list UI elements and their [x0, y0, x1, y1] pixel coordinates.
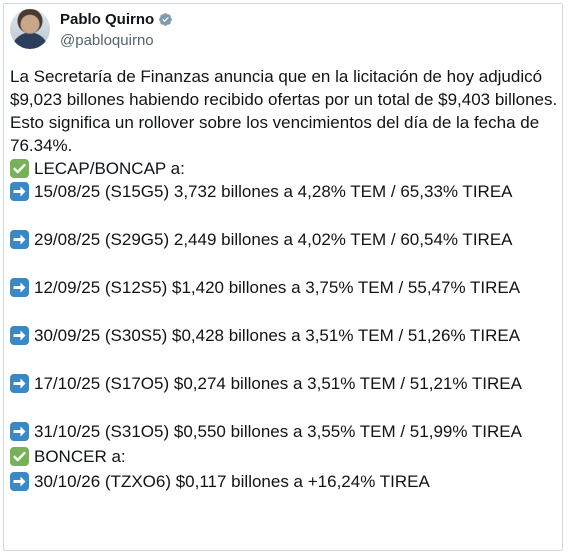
- list-item-text: 31/10/25 (S31O5) $0,550 billones a 3,55%…: [34, 422, 522, 441]
- right-arrow-icon: [10, 422, 29, 441]
- list-item: 29/08/25 (S29G5) 2,449 billones a 4,02% …: [10, 228, 558, 251]
- tweet-rollover: Esto significa un rollover sobre los ven…: [10, 113, 540, 155]
- list-item-text: 12/09/25 (S12S5) $1,420 billones a 3,75%…: [34, 278, 521, 297]
- list-item-text: 30/10/26 (TZXO6) $0,117 billones a +16,2…: [34, 472, 430, 491]
- list-item-text: 30/09/25 (S30S5) $0,428 billones a 3,51%…: [34, 326, 521, 345]
- right-arrow-icon: [10, 182, 29, 201]
- list-item: 15/08/25 (S15G5) 3,732 billones a 4,28% …: [10, 180, 558, 203]
- list-item: 31/10/25 (S31O5) $0,550 billones a 3,55%…: [10, 420, 558, 443]
- tweet-card: Pablo Quirno @pabloquirno La Secretaría …: [3, 3, 563, 551]
- avatar[interactable]: [10, 9, 50, 49]
- right-arrow-icon: [10, 374, 29, 393]
- lecap-header-label: LECAP/BONCAP a:: [34, 159, 185, 178]
- boncer-header: BONCER a:: [10, 445, 558, 468]
- check-mark-icon: [10, 447, 29, 466]
- list-item-text: 29/08/25 (S29G5) 2,449 billones a 4,02% …: [34, 230, 513, 249]
- tweet-intro: La Secretaría de Finanzas anuncia que en…: [10, 67, 558, 109]
- lecap-header: LECAP/BONCAP a:: [10, 157, 558, 180]
- tweet-text: La Secretaría de Finanzas anuncia que en…: [10, 65, 558, 493]
- list-item: 30/09/25 (S30S5) $0,428 billones a 3,51%…: [10, 324, 558, 347]
- verified-badge-icon: [159, 13, 173, 26]
- list-item: 12/09/25 (S12S5) $1,420 billones a 3,75%…: [10, 276, 558, 299]
- list-item-text: 15/08/25 (S15G5) 3,732 billones a 4,28% …: [34, 182, 513, 201]
- list-item: 30/10/26 (TZXO6) $0,117 billones a +16,2…: [10, 470, 558, 493]
- check-mark-icon: [10, 159, 29, 178]
- right-arrow-icon: [10, 472, 29, 491]
- list-item: 17/10/25 (S17O5) $0,274 billones a 3,51%…: [10, 372, 558, 395]
- author-handle[interactable]: @pabloquirno: [60, 32, 154, 49]
- list-item-text: 17/10/25 (S17O5) $0,274 billones a 3,51%…: [34, 374, 522, 393]
- author-name[interactable]: Pablo Quirno: [60, 11, 155, 28]
- right-arrow-icon: [10, 230, 29, 249]
- boncer-header-label: BONCER a:: [34, 447, 126, 466]
- right-arrow-icon: [10, 326, 29, 345]
- right-arrow-icon: [10, 278, 29, 297]
- author-name-row[interactable]: Pablo Quirno: [60, 11, 173, 28]
